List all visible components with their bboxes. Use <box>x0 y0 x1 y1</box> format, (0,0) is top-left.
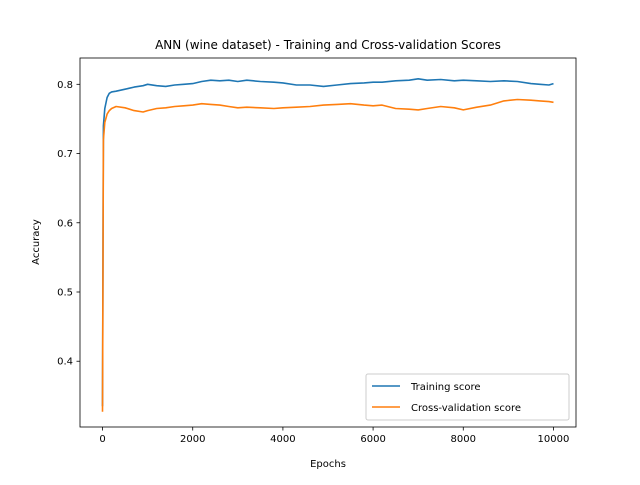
x-tick-label: 6000 <box>360 434 385 445</box>
x-axis: 0 2000 4000 6000 8000 10000 <box>99 427 569 445</box>
legend-box <box>365 373 570 421</box>
y-tick-label: 0.8 <box>57 80 73 91</box>
y-tick-label: 0.5 <box>57 288 73 299</box>
x-tick-label: 8000 <box>451 434 476 445</box>
axes-frame <box>79 57 577 428</box>
x-tick-label: 0 <box>99 434 105 445</box>
y-axis-label: Accuracy <box>31 219 42 265</box>
legend-label-cross-validation: Cross-validation score <box>411 403 521 414</box>
y-tick-label: 0.6 <box>57 218 73 229</box>
series-line-cross-validation <box>101 98 554 412</box>
y-tick-label: 0.7 <box>57 149 73 160</box>
x-tick-label: 4000 <box>270 434 295 445</box>
y-axis: 0.4 0.5 0.6 0.7 0.8 <box>57 80 80 368</box>
x-tick-label: 2000 <box>180 434 205 445</box>
x-axis-label: Epochs <box>310 459 346 470</box>
x-tick-label: 10000 <box>538 434 570 445</box>
series-line-training <box>101 78 554 407</box>
legend-label-training: Training score <box>410 382 481 393</box>
plot-area: 0 2000 4000 6000 8000 10000 0.4 0.5 0.6 0.7 0.8 <box>57 57 577 445</box>
series-layer <box>101 78 554 412</box>
y-tick-label: 0.4 <box>57 357 73 368</box>
chart-title: ANN (wine dataset) - Training and Cross-… <box>155 38 501 52</box>
legend: Training score Cross-validation score <box>365 373 570 421</box>
